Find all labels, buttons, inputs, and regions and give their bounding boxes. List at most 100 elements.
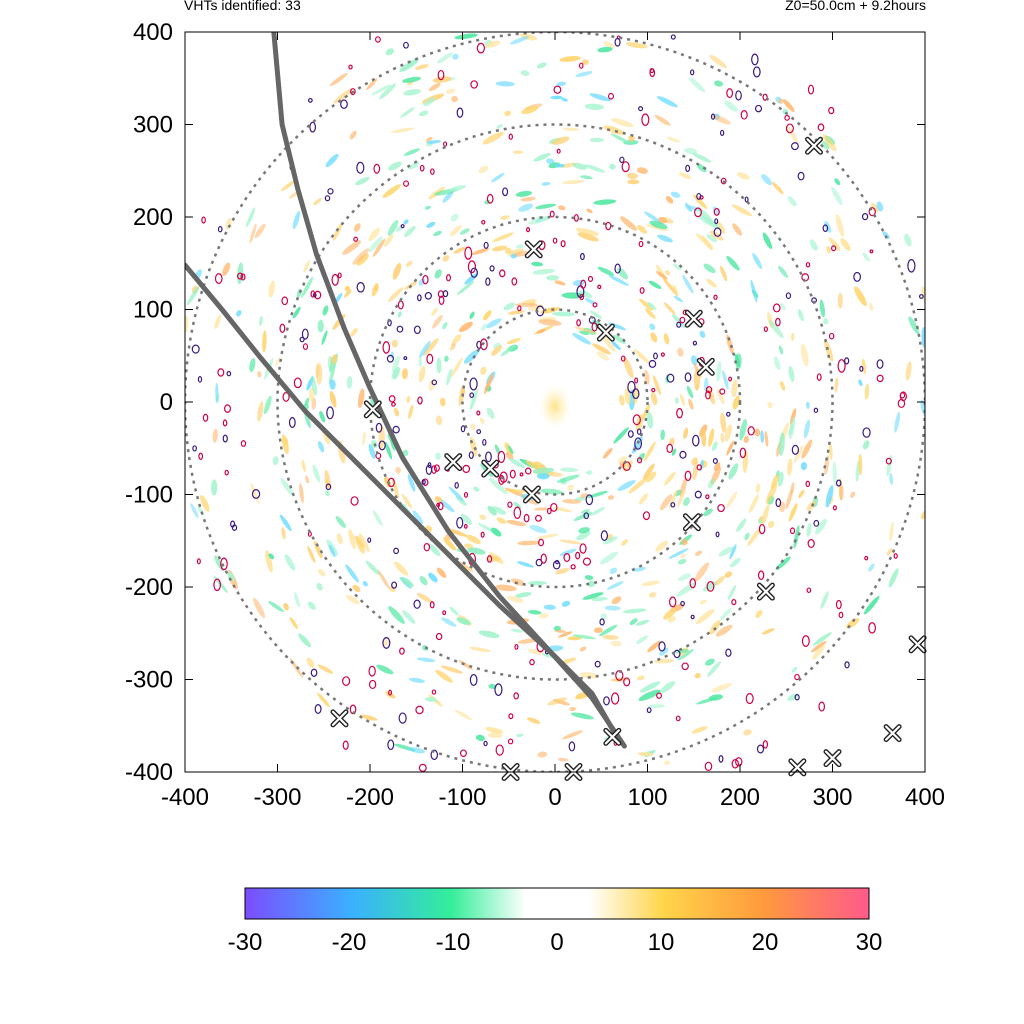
field-speckle (648, 704, 665, 708)
field-speckle (561, 97, 568, 102)
contour-loop (310, 668, 318, 677)
storm-track (185, 262, 623, 745)
contour-loop (712, 458, 718, 464)
contour-loop (705, 494, 710, 500)
field-speckle (390, 437, 396, 451)
field-speckle (850, 491, 856, 499)
field-speckle (466, 534, 481, 544)
field-speckle (521, 106, 539, 115)
field-speckle (554, 163, 565, 168)
contour-loop (638, 106, 644, 112)
field-speckle (621, 539, 629, 546)
contour-loop (302, 343, 309, 351)
field-speckle (471, 248, 490, 255)
contour-loop (715, 531, 720, 538)
field-speckle (635, 619, 650, 626)
contour-loop (861, 213, 869, 221)
contour-loop (853, 271, 862, 282)
field-speckle (864, 383, 870, 400)
field-speckle (658, 216, 668, 224)
contour-loop (326, 406, 334, 420)
field-speckle (886, 548, 893, 556)
contour-loop (502, 187, 509, 197)
field-speckle (428, 82, 441, 92)
field-speckle (428, 572, 438, 583)
field-speckle (652, 375, 662, 396)
field-speckle (670, 191, 681, 198)
vht-marker (363, 400, 382, 419)
contour-loop (675, 715, 681, 722)
field-speckle (416, 657, 436, 663)
field-speckle (500, 215, 510, 220)
contour-loop (599, 618, 605, 626)
contour-loop (489, 265, 495, 272)
field-speckle (348, 529, 356, 550)
field-speckle (572, 333, 592, 345)
field-speckle (613, 334, 626, 344)
field-speckle (858, 453, 863, 476)
field-speckle (330, 72, 348, 87)
contour-loop (375, 422, 383, 433)
contour-loop (281, 296, 289, 306)
field-speckle (754, 428, 761, 437)
field-speckle (579, 672, 599, 679)
contour-loop (435, 632, 443, 641)
colorbar-tick-label: 0 (550, 929, 563, 956)
field-speckle (546, 275, 559, 281)
field-speckle (506, 520, 527, 527)
field-speckle (716, 220, 726, 234)
field-speckle (643, 441, 656, 462)
field-speckle (823, 339, 834, 362)
field-speckle (554, 280, 566, 286)
contour-loop (382, 637, 391, 649)
x-tick-label: 200 (720, 784, 760, 811)
contour-loop (666, 373, 675, 383)
contour-loop (658, 641, 666, 652)
field-speckle (908, 316, 920, 335)
contour-loop (494, 683, 503, 697)
contour-loop (368, 665, 376, 677)
field-speckle (722, 370, 729, 390)
field-speckle (684, 147, 698, 155)
field-speckle (469, 311, 475, 319)
field-speckle (454, 709, 472, 721)
field-speckle (532, 268, 555, 275)
field-speckle (496, 124, 503, 129)
contour-loop (393, 547, 400, 555)
contour-loop (368, 679, 377, 690)
contour-loop (378, 440, 386, 451)
field-speckle (469, 388, 478, 411)
x-tick-label: 400 (905, 784, 945, 811)
contour-loop (353, 236, 359, 242)
field-speckle (576, 530, 591, 541)
center-warm-blob (539, 384, 571, 429)
field-speckle (492, 245, 508, 252)
field-speckle (863, 595, 880, 615)
field-speckle (637, 224, 647, 234)
field-speckle (456, 617, 471, 625)
field-speckle (831, 186, 843, 206)
field-speckle (516, 244, 524, 249)
contour-loop (483, 241, 489, 249)
contour-loop (740, 110, 748, 120)
contour-loop (696, 464, 703, 471)
field-speckle (431, 307, 438, 317)
field-speckle (440, 665, 464, 674)
field-speckle (486, 407, 495, 419)
colorbar-tick-label: -30 (228, 929, 263, 956)
field-speckle (344, 289, 352, 298)
contour-loop (467, 260, 476, 274)
contour-loop (423, 542, 431, 552)
contour-loop (513, 692, 520, 700)
field-speckle (528, 306, 538, 311)
field-speckle (280, 180, 296, 192)
time-info-label: Z0=50.0cm + 9.2hours (785, 0, 926, 13)
field-speckle (706, 234, 718, 243)
field-speckle (257, 370, 262, 378)
field-speckle (626, 42, 648, 49)
field-speckle (806, 401, 810, 409)
contour-loop (720, 177, 727, 185)
field-speckle (408, 404, 414, 420)
contour-loop (476, 410, 481, 416)
field-speckle (659, 681, 676, 694)
